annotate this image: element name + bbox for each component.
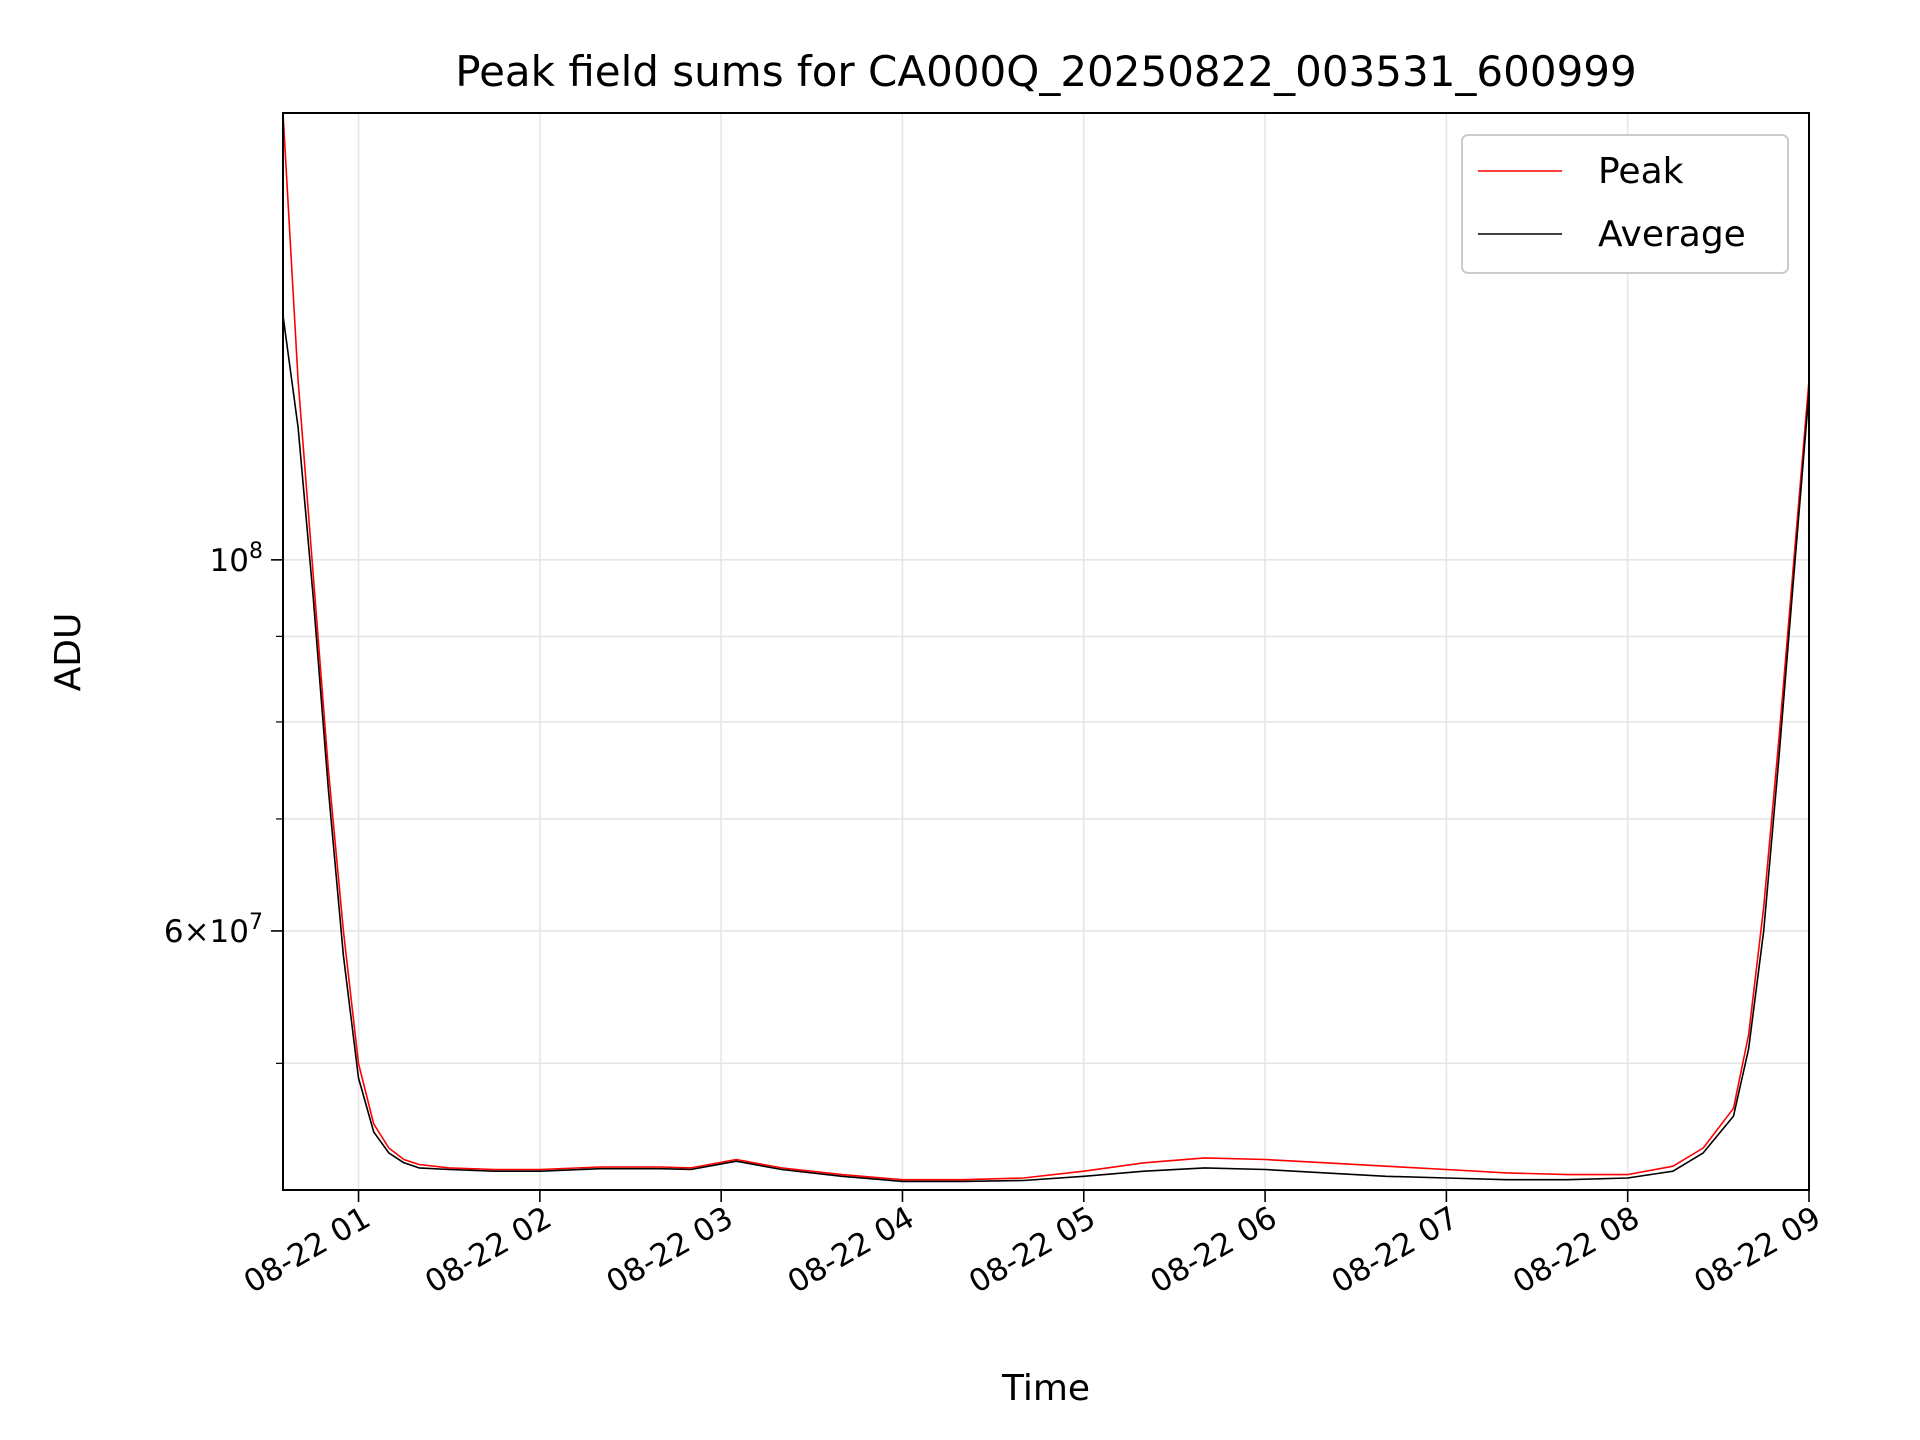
legend-label-peak: Peak — [1598, 151, 1684, 192]
y-tick-label: 6×107 — [164, 910, 263, 950]
y-tick-label: 108 — [210, 539, 263, 579]
series-line-average — [282, 315, 1810, 1183]
y-axis-label: ADU — [48, 613, 89, 692]
plot-frame — [282, 112, 1810, 1191]
series-line-peak — [282, 112, 1810, 1181]
y-axis: 108 6×107 — [164, 539, 283, 1064]
legend: Peak Average — [1461, 134, 1789, 274]
x-axis-label: Time — [1001, 1368, 1090, 1409]
chart-title: Peak field sums for CA000Q_20250822_0035… — [455, 47, 1637, 96]
legend-box — [1461, 134, 1789, 274]
series-layer — [282, 112, 1810, 1183]
legend-label-average: Average — [1598, 214, 1746, 255]
